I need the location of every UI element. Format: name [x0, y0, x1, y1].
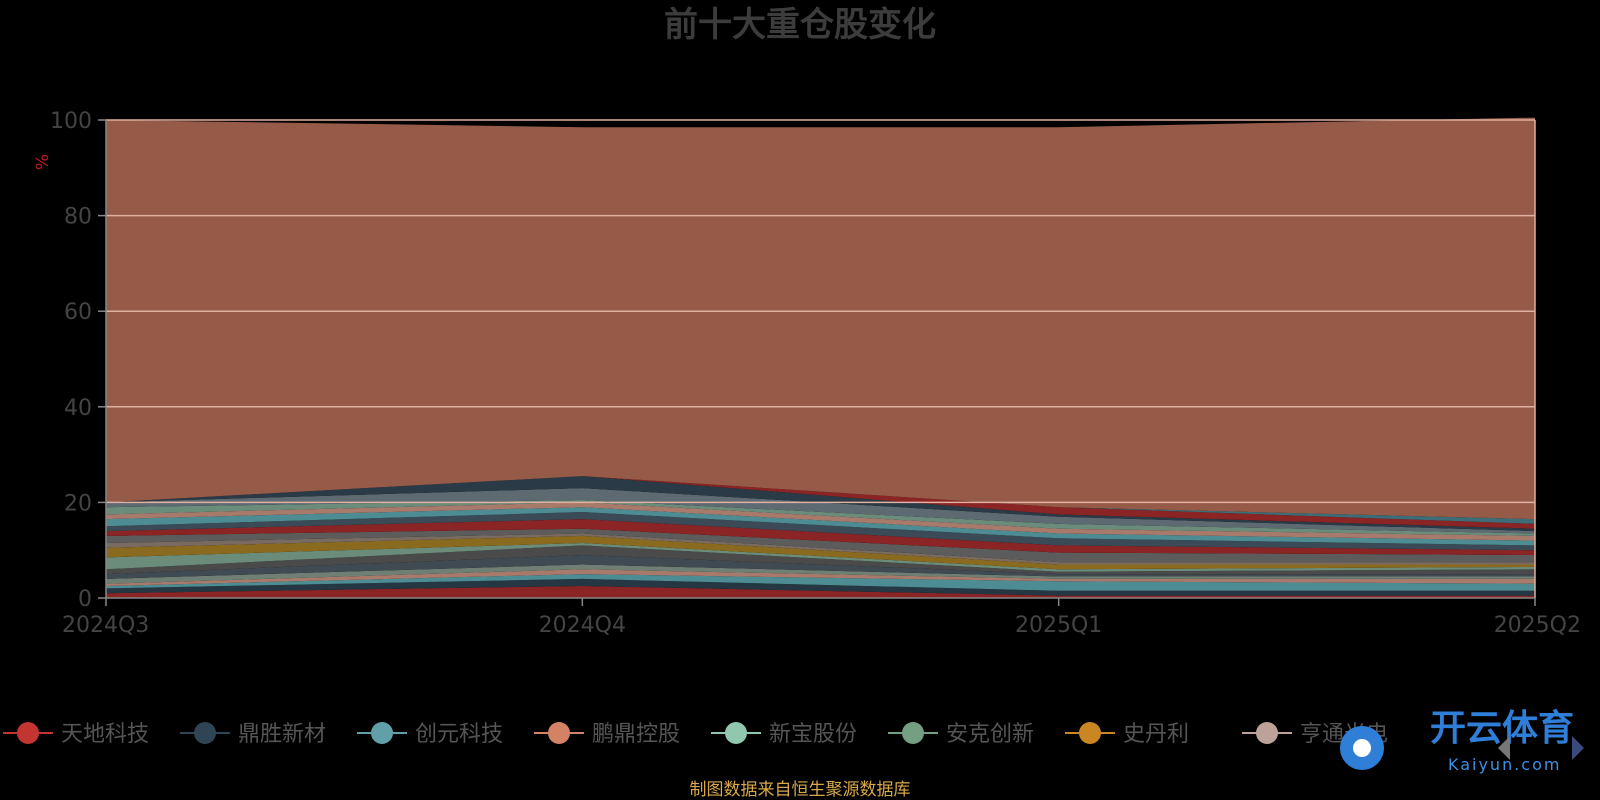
area-series-group	[106, 117, 1535, 598]
legend-item-0[interactable]: 天地科技	[3, 722, 149, 747]
logo-subtitle: Kaiyun.com	[1448, 755, 1561, 774]
legend-marker-icon	[902, 722, 924, 744]
legend-item-3[interactable]: 鹏鼎控股	[534, 722, 680, 747]
area-series-0	[106, 586, 1535, 598]
area-series-16	[106, 488, 1535, 534]
y-tick-label-2: 40	[64, 396, 92, 421]
y-axis-unit: %	[33, 154, 53, 170]
area-series-4	[106, 564, 1535, 584]
area-series-15	[106, 500, 1535, 536]
legend-item-2[interactable]: 创元科技	[357, 722, 503, 747]
legend-marker-icon	[371, 722, 393, 744]
y-tick-label-3: 60	[64, 300, 92, 325]
x-tick-label-1: 2024Q4	[539, 613, 626, 638]
area-series-13	[106, 507, 1535, 546]
watermark-logo: 开云体育 Kaiyun.com	[1340, 708, 1574, 774]
legend-next-icon[interactable]	[1572, 736, 1584, 760]
legend-label: 创元科技	[415, 722, 503, 747]
legend[interactable]: 天地科技 鼎胜新材 创元科技 鹏鼎控股 新宝股份 安克创新 史丹利 亨通光电	[3, 722, 1388, 747]
legend-marker-icon	[548, 722, 570, 744]
legend-label: 安克创新	[946, 722, 1034, 747]
y-tick-label-4: 80	[64, 205, 92, 230]
area-series-6	[106, 545, 1535, 575]
legend-item-4[interactable]: 新宝股份	[711, 722, 857, 747]
legend-marker-icon	[1079, 722, 1101, 744]
legend-label: 新宝股份	[769, 722, 857, 747]
y-tick-label-5: 100	[50, 109, 92, 134]
y-tick-label-0: 0	[78, 587, 92, 612]
x-tick-label-2: 2025Q1	[1015, 613, 1102, 638]
area-series-2	[106, 574, 1535, 591]
legend-label: 史丹利	[1123, 722, 1189, 747]
axes: 0 20 40 60 80 100 2024Q3 2024Q4 2025Q1 2025Q2	[50, 109, 1581, 638]
logo-title: 开云体育	[1430, 708, 1574, 749]
legend-marker-icon	[1256, 722, 1278, 744]
chart-title: 前十大重仓股变化	[664, 5, 936, 45]
x-tick-label-3: 2025Q2	[1494, 613, 1581, 638]
legend-marker-icon	[725, 722, 747, 744]
legend-marker-icon	[17, 722, 39, 744]
legend-marker-icon	[194, 722, 216, 744]
area-series-3	[106, 569, 1535, 586]
area-series-10	[106, 528, 1535, 563]
legend-item-5[interactable]: 安克创新	[888, 722, 1034, 747]
legend-item-1[interactable]: 鼎胜新材	[180, 722, 326, 747]
area-series-9	[106, 533, 1535, 565]
legend-item-6[interactable]: 史丹利	[1065, 722, 1189, 747]
legend-label: 鹏鼎控股	[592, 722, 680, 747]
legend-label: 鼎胜新材	[238, 722, 326, 747]
area-series-11	[106, 519, 1535, 555]
area-series-14	[106, 502, 1535, 541]
legend-pager[interactable]	[1498, 736, 1584, 760]
y-tick-label-1: 20	[64, 491, 92, 516]
area-series-7	[106, 543, 1535, 572]
grid-lines	[106, 119, 1536, 598]
legend-prev-icon[interactable]	[1498, 736, 1510, 760]
legend-label: 天地科技	[61, 722, 149, 747]
area-series-18	[106, 476, 1535, 529]
soccer-ball-icon-inner	[1353, 739, 1371, 757]
area-series-8	[106, 535, 1535, 570]
area-series-5	[106, 555, 1535, 579]
x-tick-label-0: 2024Q3	[62, 613, 149, 638]
data-source-note: 制图数据来自恒生聚源数据库	[690, 780, 911, 800]
area-series-17	[106, 476, 1535, 532]
area-series-12	[106, 512, 1535, 551]
area-series-20	[106, 117, 1535, 520]
area-series-1	[106, 578, 1535, 596]
